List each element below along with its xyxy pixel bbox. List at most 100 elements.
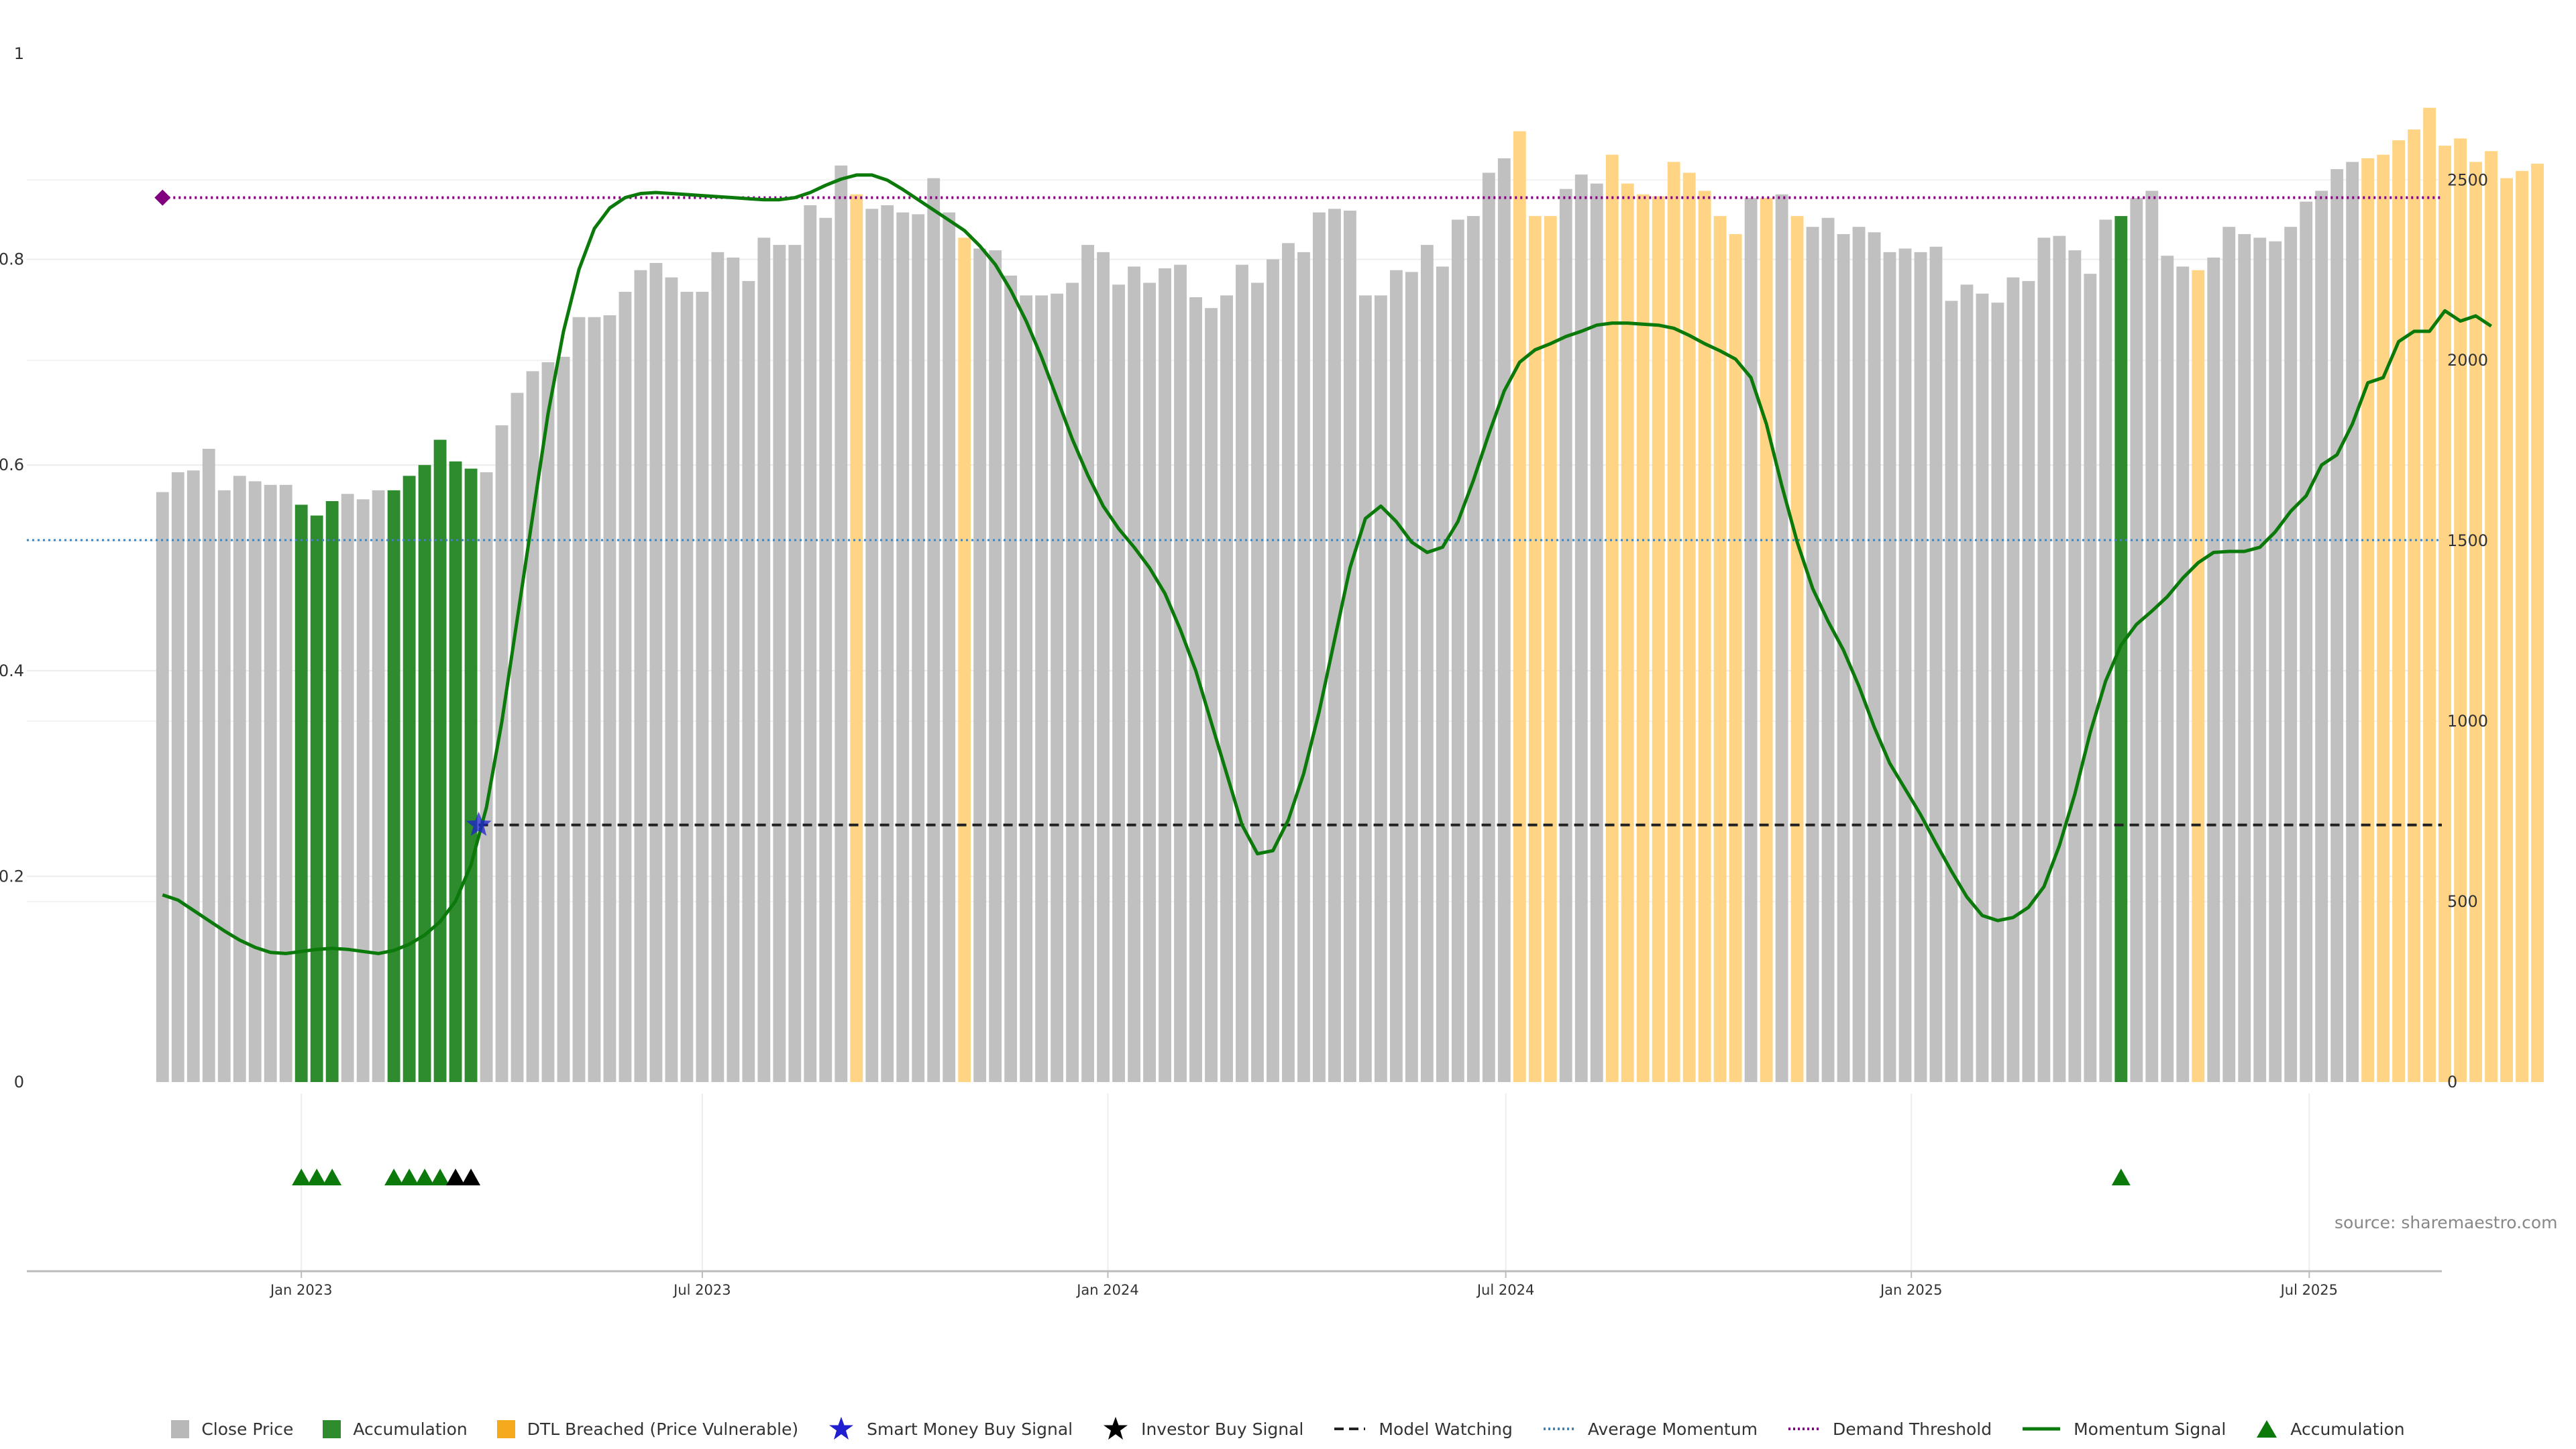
close-price-bar [1497, 158, 1511, 1082]
close-price-bar [973, 248, 987, 1083]
close-price-bar [1159, 268, 1171, 1082]
close-price-bar [526, 371, 539, 1082]
dotted-line-blue-icon [1543, 1428, 1574, 1430]
close-price-bar [1482, 172, 1495, 1082]
close-price-bar [727, 257, 740, 1082]
close-price-bar [1574, 174, 1588, 1083]
close-price-bar [2330, 169, 2344, 1082]
accumulation-bar [402, 476, 416, 1082]
close-price-bar [865, 209, 879, 1083]
right-axis-tick-label: 500 [2447, 892, 2478, 911]
close-price-bar [1143, 282, 1156, 1082]
legend-item-smart-money: Smart Money Buy Signal [828, 1415, 1073, 1442]
close-price-bar [202, 448, 215, 1082]
close-price-bar [1389, 270, 1403, 1083]
dtl-breached-bar [1605, 154, 1619, 1083]
close-price-bar [835, 165, 848, 1083]
dtl-breached-bar [2377, 154, 2390, 1083]
accumulation-bar [433, 439, 447, 1082]
close-price-bar [1282, 243, 1295, 1082]
close-price-bar [1960, 284, 1974, 1082]
dtl-breached-bar [2423, 107, 2436, 1082]
accumulation-triangle [323, 1169, 342, 1185]
close-price-bar [2269, 241, 2282, 1082]
x-tick-label: Jan 2023 [269, 1282, 333, 1298]
close-price-bar [1821, 217, 1835, 1083]
orange-square-icon [496, 1419, 515, 1438]
close-price-bar [1097, 252, 1110, 1083]
dtl-breached-bar [2500, 178, 2513, 1082]
close-price-bar [2253, 237, 2267, 1083]
legend-label: Average Momentum [1587, 1419, 1758, 1439]
close-price-bar [1020, 295, 1033, 1083]
close-price-bar [2084, 274, 2097, 1083]
dtl-breached-bar [1513, 131, 1526, 1083]
momentum-signal-line [162, 173, 2492, 955]
close-price-bar [1420, 245, 1434, 1082]
close-price-bar [1775, 194, 1788, 1083]
close-price-bar [2006, 277, 2020, 1082]
left-axis-tick-label: 0.2 [0, 867, 24, 885]
close-price-bar [1929, 246, 1943, 1082]
close-price-bar [171, 472, 184, 1082]
right-axis-tick-label: 1500 [2447, 531, 2488, 550]
close-price-bar [619, 292, 632, 1083]
right-axis-tick-label: 1000 [2447, 712, 2488, 731]
dtl-breached-bar [1667, 162, 1680, 1083]
dtl-breached-bar [850, 194, 863, 1083]
close-price-bar [541, 362, 555, 1082]
close-price-bar [1051, 293, 1064, 1083]
close-price-bar [912, 214, 925, 1082]
dtl-breached-bar [1652, 196, 1665, 1083]
close-price-bar [788, 245, 802, 1082]
close-price-bar [2176, 266, 2190, 1082]
close-price-bar [2068, 250, 2082, 1083]
left-axis-tick-label: 0.4 [0, 661, 24, 680]
close-price-bar [2053, 235, 2066, 1082]
investor-triangle [462, 1169, 481, 1185]
close-price-bar [1220, 295, 1233, 1083]
close-price-bar [1205, 308, 1218, 1082]
close-price-bar [1313, 212, 1326, 1082]
legend-label: Investor Buy Signal [1141, 1419, 1304, 1439]
dtl-breached-bar [1636, 194, 1650, 1083]
accumulation-triangle [307, 1169, 327, 1185]
dtl-breached-bar [1682, 172, 1696, 1082]
close-price-bar [649, 262, 663, 1082]
accumulation-bar [464, 468, 478, 1082]
dtl-breached-bar [1698, 191, 1711, 1082]
close-price-bar [233, 476, 246, 1082]
close-price-bar [1066, 282, 1079, 1082]
x-tick-label: Jul 2023 [672, 1282, 731, 1298]
close-price-bar [372, 490, 385, 1082]
left-axis-tick-label: 0.8 [0, 250, 24, 269]
accumulation-bar [310, 515, 323, 1082]
close-price-bar [773, 245, 786, 1082]
close-price-bar [1806, 227, 1819, 1083]
green-square-icon [323, 1419, 341, 1438]
close-price-bar [1868, 232, 1881, 1082]
close-price-bar [495, 425, 508, 1082]
demand-threshold-diamond [154, 189, 171, 206]
accumulation-triangle [400, 1169, 419, 1185]
legend-item-demand-threshold: Demand Threshold [1787, 1419, 1992, 1439]
dtl-breached-bar [2392, 140, 2406, 1083]
close-price-bar [1883, 252, 1896, 1083]
blue-star-icon [829, 1417, 854, 1440]
dtl-breached-bar [1544, 216, 1557, 1083]
close-price-bar [511, 392, 524, 1082]
close-price-bar [819, 217, 833, 1083]
signal-markers [154, 189, 2131, 1185]
x-tick-label: Jan 2024 [1075, 1282, 1139, 1298]
close-price-bar [186, 470, 200, 1082]
close-price-bar [696, 292, 709, 1083]
close-price-bar [1236, 264, 1248, 1082]
close-price-bar [1405, 272, 1418, 1083]
close-price-bar [1914, 252, 1927, 1083]
close-price-bar [680, 292, 694, 1083]
signal-lines [27, 173, 2492, 955]
close-price-bar [1436, 266, 1449, 1082]
close-price-bar [1297, 252, 1310, 1083]
close-price-bar [264, 484, 277, 1082]
close-price-bar [1343, 210, 1356, 1082]
